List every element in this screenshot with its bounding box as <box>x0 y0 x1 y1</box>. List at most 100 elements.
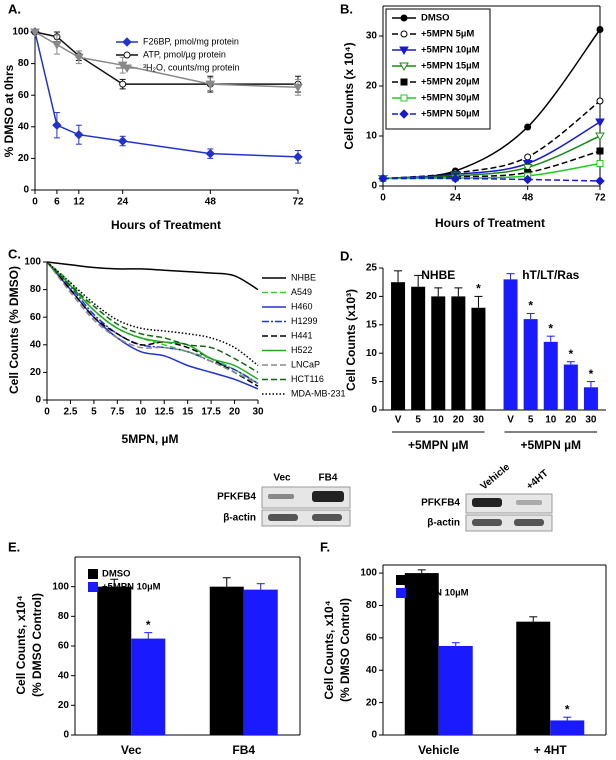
x-tick-label: Vehicle <box>418 743 460 757</box>
legend-label: +5MPN 10µM <box>421 45 480 56</box>
x-axis-label: Hours of Treatment <box>111 218 221 232</box>
blot-e: Vec FB4 PFKFB4 β-actin <box>217 473 351 527</box>
group-axis-label: +5MPN µM <box>408 438 469 452</box>
bar <box>411 286 426 410</box>
legend-label: +5MPN 10µM <box>102 582 161 593</box>
legend-label: +5MPN 20µM <box>421 77 480 88</box>
blot-row: β-actin <box>223 513 256 524</box>
x-tick-label: 24 <box>450 193 462 204</box>
legend-label: MDA-MB-231 <box>291 388 346 398</box>
x-axis-label: 5MPN, µM <box>122 432 179 446</box>
y-tick-label: 40 <box>18 121 30 132</box>
point <box>524 123 532 131</box>
blot-row: β-actin <box>427 518 460 529</box>
bar <box>404 573 439 735</box>
legend-swatch <box>88 582 98 592</box>
y-tick-label: 80 <box>18 58 30 69</box>
blot-band <box>472 498 502 507</box>
y-tick-label: 0 <box>371 405 377 416</box>
legend-marker <box>399 109 409 119</box>
significance-mark: * <box>528 299 533 313</box>
y-axis-label: Cell Counts (% DMSO) <box>7 266 21 394</box>
x-tick-label: 20 <box>453 415 465 426</box>
panel-label: A. <box>8 1 21 16</box>
x-tick-label: 6 <box>54 197 60 208</box>
blot-row: PFKFB4 <box>421 498 460 509</box>
blot-band <box>514 519 544 526</box>
panel-label: B. <box>340 1 353 16</box>
legend-label: H441 <box>291 330 313 340</box>
legend-marker <box>399 62 409 72</box>
panel-label: F. <box>320 539 330 554</box>
y-tick-label: 10 <box>366 131 378 142</box>
x-tick-label: V <box>395 415 402 426</box>
point <box>74 129 84 140</box>
x-tick-label: 0 <box>380 193 386 204</box>
legend-marker <box>123 51 131 59</box>
series-line <box>46 261 259 367</box>
bar <box>550 720 585 735</box>
y-tick-label: 40 <box>30 339 42 350</box>
x-tick-label: V <box>507 415 514 426</box>
x-tick-label: 17.5 <box>201 407 221 418</box>
x-tick-label: 5 <box>415 415 421 426</box>
point <box>117 136 128 146</box>
legend-label: ³H₂O, counts/mg protein <box>143 62 240 72</box>
legend-label: +5MPN 50µM <box>421 109 480 120</box>
legend-label: DMSO <box>102 569 131 580</box>
legend-label: +5MPN 10µM <box>410 588 469 599</box>
legend-label: +5MPN 15µM <box>421 61 480 72</box>
y-tick-label: 100 <box>12 27 29 38</box>
point <box>52 120 62 130</box>
series-line <box>34 31 299 158</box>
legend-label: H460 <box>291 301 313 311</box>
bar <box>516 621 551 735</box>
panel-label: D. <box>340 248 353 263</box>
legend-label: HCT116 <box>291 374 324 384</box>
x-tick-label: 10 <box>135 407 147 418</box>
bar <box>431 296 446 410</box>
point <box>595 118 605 128</box>
y-axis-label: Cell Counts, x10⁴ <box>14 595 28 694</box>
x-tick-label: 72 <box>292 197 304 208</box>
y-tick-label: 30 <box>366 31 378 42</box>
x-tick-label: 10 <box>433 415 445 426</box>
y-tick-label: 80 <box>58 611 70 622</box>
y-tick-label: 20 <box>366 81 378 92</box>
x-tick-label: 0 <box>44 407 50 418</box>
y-tick-label: 0 <box>63 730 69 741</box>
legend-marker <box>122 64 132 74</box>
y-tick-label: 60 <box>366 632 378 643</box>
y-axis-label: (% DMSO Control) <box>30 593 44 697</box>
significance-mark: * <box>565 702 570 716</box>
x-tick-label: 15 <box>182 407 194 418</box>
legend-label: H1299 <box>291 316 318 326</box>
legend-marker <box>122 37 132 47</box>
x-tick-label: + 4HT <box>534 743 568 757</box>
y-axis-label: % DMSO at 0hrs <box>2 64 16 157</box>
bar <box>391 282 406 410</box>
blot-row: PFKFB4 <box>217 492 256 503</box>
blot-band <box>312 514 342 521</box>
point <box>30 28 40 38</box>
bar <box>523 319 538 410</box>
legend-swatch <box>396 575 406 585</box>
x-tick-label: 7.5 <box>110 407 124 418</box>
x-tick-label: 24 <box>117 197 129 208</box>
y-tick-label: 20 <box>366 697 378 708</box>
significance-mark: * <box>569 347 574 361</box>
x-tick-label: FB4 <box>232 743 255 757</box>
x-tick-label: 0 <box>32 197 38 208</box>
y-tick-label: 15 <box>366 319 378 330</box>
y-tick-label: 0 <box>23 185 29 196</box>
legend-swatch <box>88 569 98 579</box>
series-line <box>382 100 601 180</box>
x-tick-label: 10 <box>545 415 557 426</box>
legend-label: A549 <box>291 287 312 297</box>
y-tick-label: 20 <box>366 291 378 302</box>
legend-swatch <box>396 588 406 598</box>
point <box>522 174 533 185</box>
point <box>52 41 62 50</box>
panel-label: E. <box>8 539 20 554</box>
